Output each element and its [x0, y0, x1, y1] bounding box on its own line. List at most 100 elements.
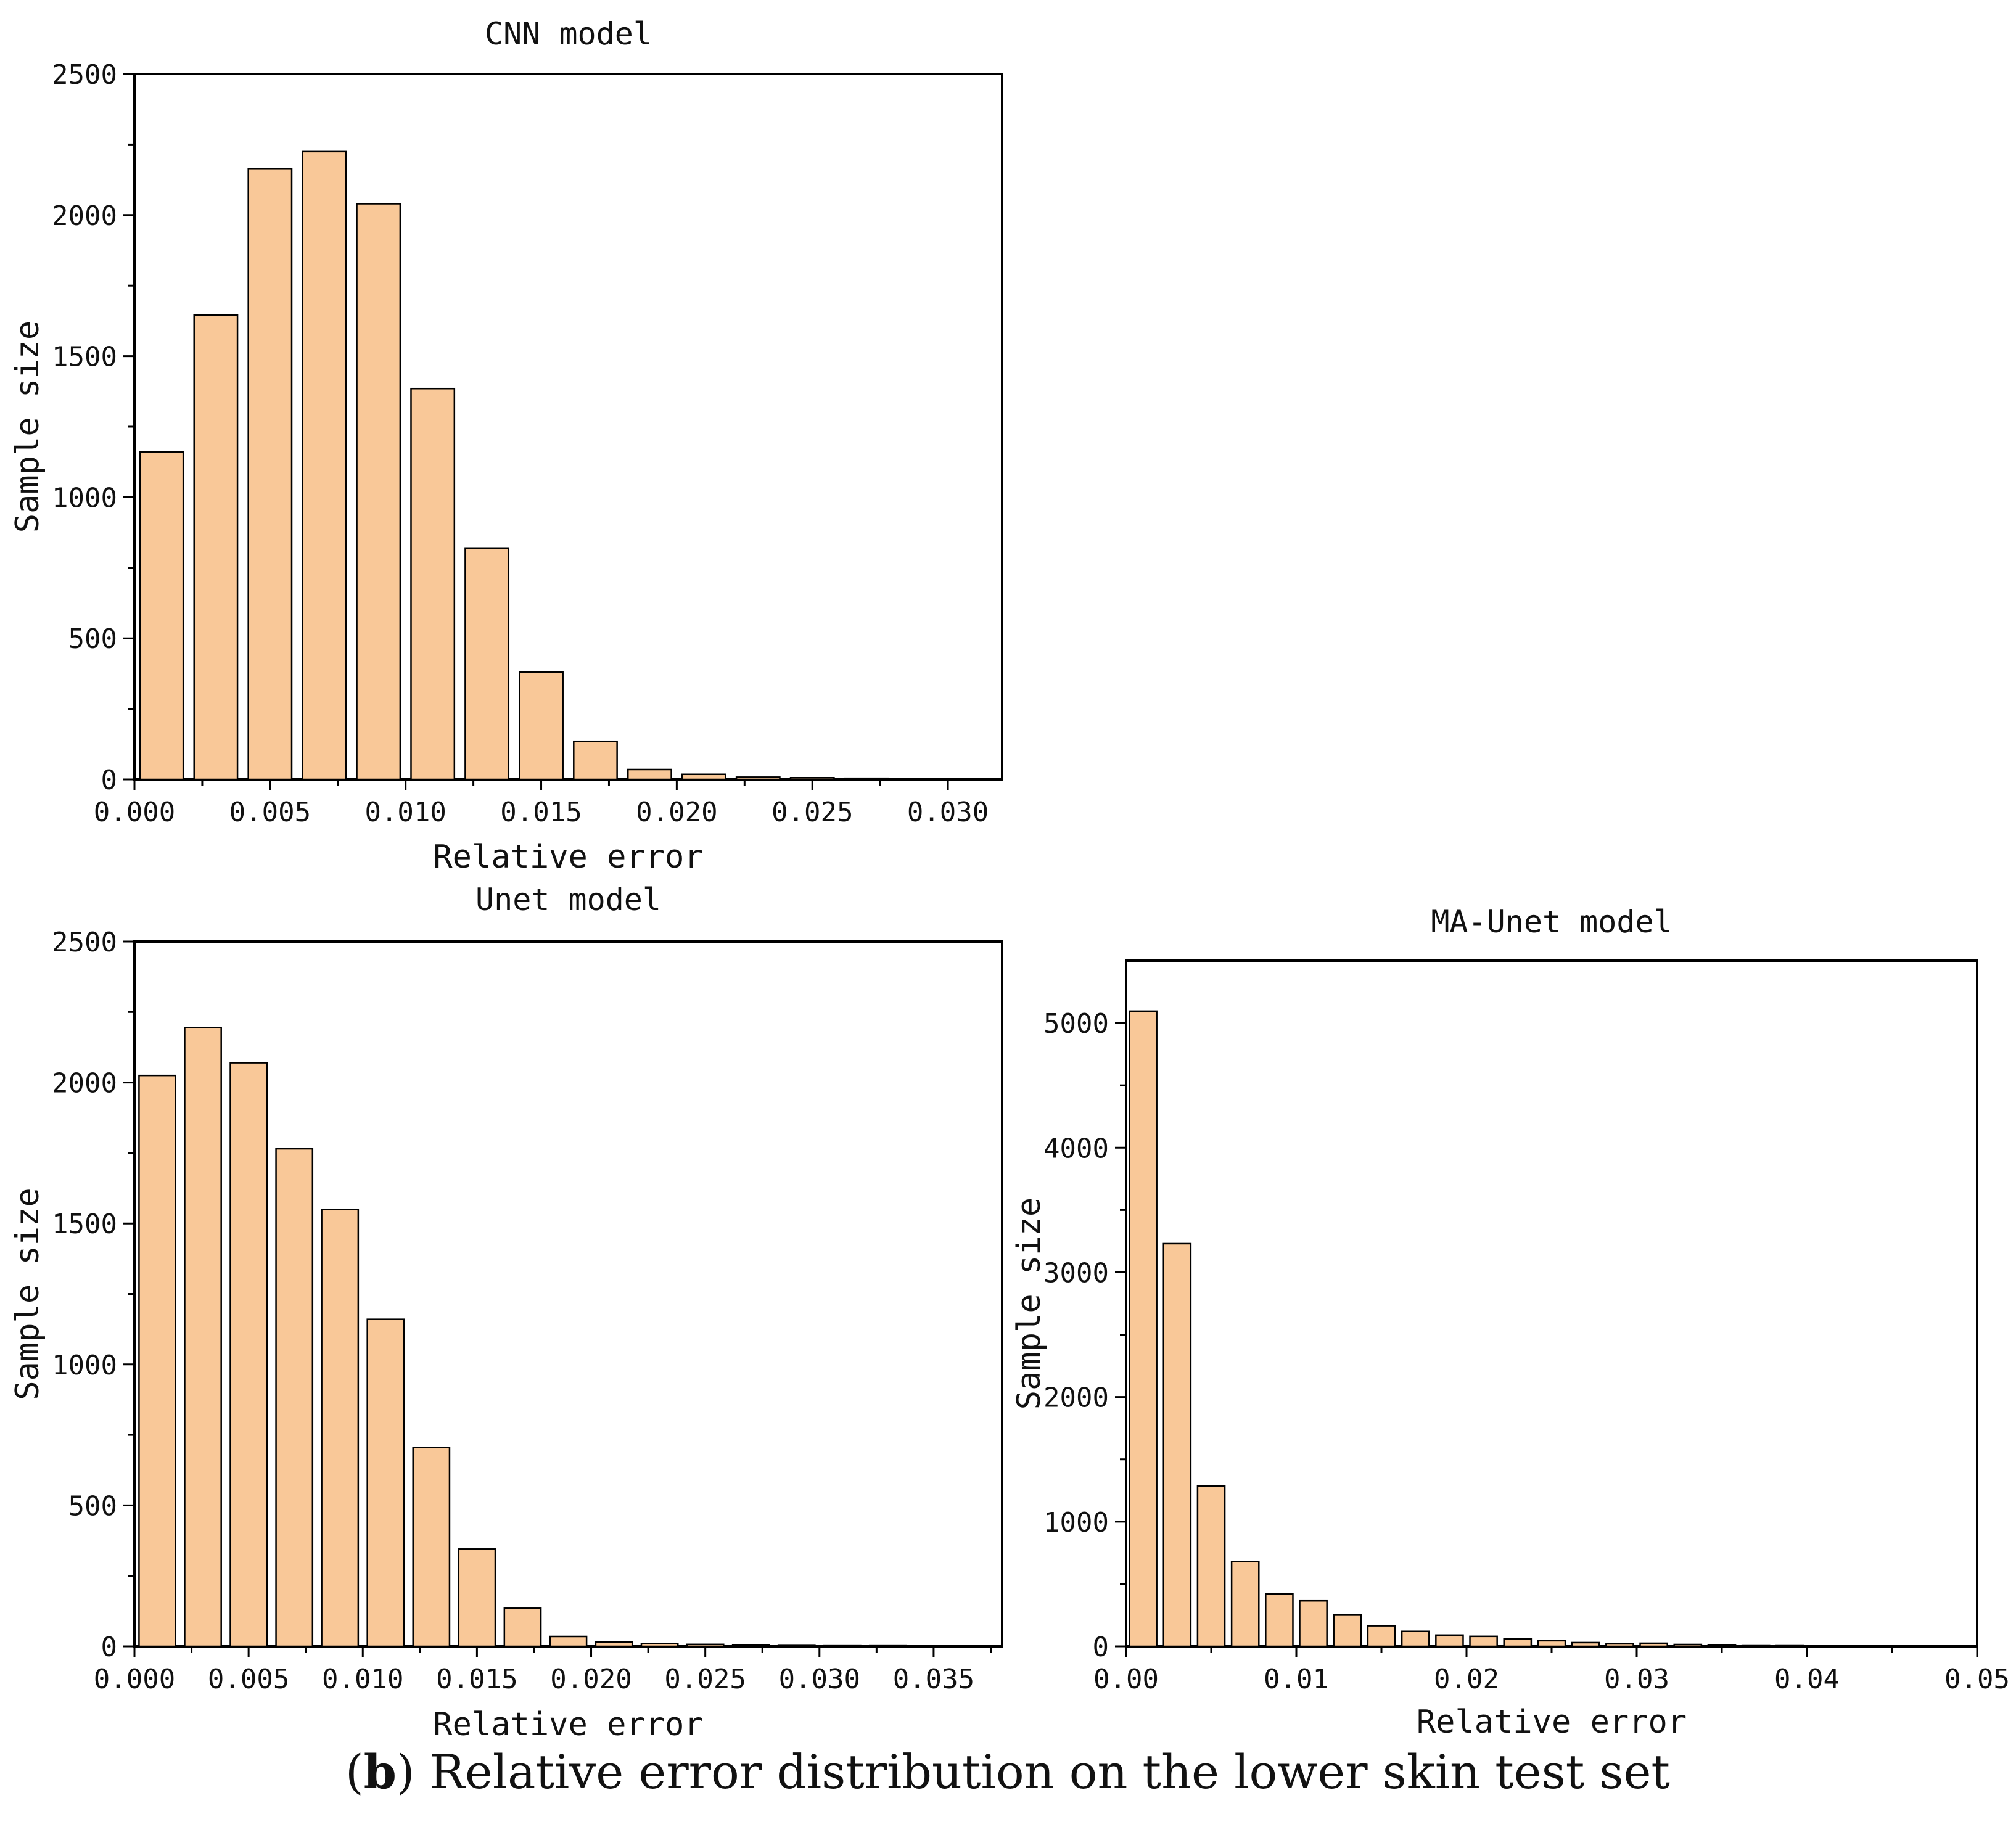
histogram-bar: [735, 776, 781, 781]
chart-title: Unet model: [475, 882, 661, 918]
histogram-bar: [1946, 1645, 1975, 1648]
histogram-bar: [193, 314, 239, 781]
histogram-bar: [1605, 1643, 1634, 1648]
y-axis-ticks: 0 500 1000 1500 2000 2500: [52, 59, 134, 796]
y-tick-label: 2000: [52, 1068, 117, 1099]
y-tick-label: 500: [68, 1490, 117, 1522]
histogram-bar: [1639, 1642, 1668, 1648]
histogram-bar: [627, 768, 672, 781]
x-tick-label: 0.04: [1774, 1664, 1840, 1695]
histogram-bar: [1230, 1561, 1260, 1648]
histogram-bar: [458, 1548, 496, 1648]
histogram-bar: [1843, 1645, 1873, 1648]
y-tick-label: 2500: [52, 927, 117, 958]
x-tick-label: 0.03: [1604, 1664, 1669, 1695]
x-tick-label: 0.020: [636, 797, 717, 828]
x-axis-ticks: 0.000 0.005 0.010 0.015 0.020 0.025 0.030: [94, 779, 989, 828]
y-tick-label: 2500: [52, 59, 117, 91]
x-tick-label: 0.05: [1944, 1664, 2010, 1695]
x-axis-label: Relative error: [433, 1706, 703, 1743]
y-tick-label: 0: [101, 1632, 118, 1663]
chart-ma-unet-model: MA-Unet model 0 1000 2000 3000 4000 5000 0.00…: [1011, 904, 2010, 1741]
histogram-bar: [1265, 1593, 1294, 1648]
histogram-bar: [356, 203, 401, 781]
histogram-bar: [1503, 1638, 1533, 1648]
y-tick-label: 1000: [1043, 1507, 1109, 1538]
y-tick-label: 3000: [1043, 1257, 1109, 1289]
y-tick-label: 5000: [1043, 1008, 1109, 1040]
x-tick-label: 0.000: [94, 797, 175, 828]
histogram-bar: [247, 168, 293, 781]
histogram-bar: [519, 671, 564, 781]
histogram-bar: [915, 1645, 953, 1648]
histogram-bar: [302, 150, 347, 781]
y-tick-label: 1000: [52, 1350, 117, 1381]
x-tick-label: 0.020: [550, 1664, 632, 1695]
y-axis-label: Sample size: [9, 1188, 46, 1400]
histogram-bar: [960, 1645, 998, 1648]
histogram-bar: [1162, 1242, 1192, 1648]
histogram-bar: [1367, 1625, 1396, 1648]
chart-title: MA-Unet model: [1431, 904, 1672, 940]
histogram-bar: [1333, 1614, 1362, 1648]
histogram-bar: [789, 777, 835, 781]
x-tick-label: 0.035: [893, 1664, 974, 1695]
y-axis-ticks: 0 500 1000 1500 2000 2500: [52, 927, 134, 1663]
histogram-bar: [1401, 1630, 1430, 1648]
y-tick-label: 2000: [1043, 1382, 1109, 1414]
histogram-bar: [139, 451, 184, 781]
histogram-bar: [1469, 1635, 1498, 1648]
y-tick-label: 0: [101, 765, 118, 796]
x-tick-label: 0.030: [907, 797, 989, 828]
x-tick-label: 0.025: [664, 1664, 746, 1695]
histogram-bar: [503, 1607, 542, 1648]
y-axis-label: Sample size: [9, 321, 46, 533]
x-tick-label: 0.005: [208, 1664, 289, 1695]
y-tick-label: 2000: [52, 200, 117, 232]
y-tick-label: 500: [68, 623, 117, 655]
y-tick-label: 0: [1093, 1632, 1109, 1663]
histogram-bar: [686, 1643, 725, 1648]
plot-frame: [1125, 959, 1978, 1648]
x-tick-label: 0.030: [779, 1664, 860, 1695]
histogram-bar: [1537, 1640, 1566, 1648]
caption-text: ) Relative error distribution on the low…: [397, 1744, 1670, 1799]
bars: [139, 150, 998, 781]
x-axis-label: Relative error: [1417, 1704, 1687, 1741]
histogram-bar: [1299, 1599, 1328, 1648]
x-tick-label: 0.005: [229, 797, 311, 828]
figure-caption: (b) Relative error distribution on the l…: [345, 1744, 1670, 1799]
histogram-bar: [1129, 1010, 1158, 1648]
histogram-bar: [573, 740, 618, 781]
x-tick-label: 0.00: [1093, 1664, 1159, 1695]
histogram-bar: [464, 547, 510, 781]
y-tick-label: 1000: [52, 482, 117, 514]
x-tick-label: 0.015: [500, 797, 582, 828]
x-tick-label: 0.025: [771, 797, 853, 828]
caption-open-paren: (: [345, 1744, 364, 1799]
x-tick-label: 0.02: [1434, 1664, 1499, 1695]
histogram-bar: [410, 387, 456, 781]
x-tick-label: 0.01: [1264, 1664, 1329, 1695]
histogram-bar: [681, 773, 726, 781]
x-tick-label: 0.010: [364, 797, 446, 828]
bars: [1129, 1010, 1975, 1648]
histogram-bar: [229, 1062, 268, 1648]
x-axis-ticks: 0.00 0.01 0.02 0.03 0.04 0.05: [1093, 1646, 2010, 1695]
y-tick-label: 1500: [52, 342, 117, 373]
x-tick-label: 0.010: [322, 1664, 403, 1695]
histogram-bar: [1435, 1634, 1464, 1648]
x-tick-label: 0.000: [94, 1664, 175, 1695]
histogram-bar: [731, 1644, 770, 1648]
histogram-bar: [640, 1643, 679, 1648]
histogram-bar: [1673, 1643, 1703, 1648]
histogram-bar: [549, 1635, 588, 1648]
histogram-bar: [138, 1074, 176, 1648]
y-tick-label: 1500: [52, 1209, 117, 1240]
x-tick-label: 0.015: [436, 1664, 517, 1695]
x-axis-ticks: 0.000 0.005 0.010 0.015 0.020 0.025 0.030 0.035: [94, 1646, 992, 1695]
histogram-bar: [366, 1318, 405, 1648]
histogram-bar: [184, 1027, 222, 1648]
